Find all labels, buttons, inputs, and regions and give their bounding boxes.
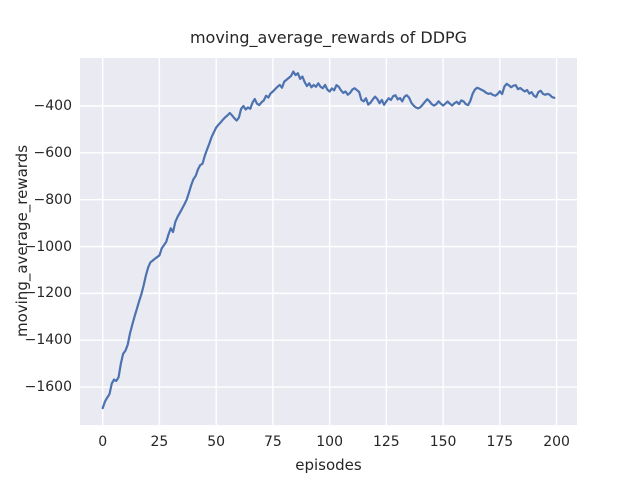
line-chart [80, 58, 577, 425]
y-tick-label: −1600 [24, 379, 72, 396]
y-tick-label: −1000 [24, 238, 72, 255]
plot-area [80, 58, 577, 425]
y-tick-label: −800 [33, 191, 72, 208]
x-tick-label: 0 [98, 434, 108, 450]
x-tick-label: 125 [372, 434, 400, 450]
series-line [101, 70, 556, 410]
x-tick-label: 150 [429, 434, 457, 450]
x-axis-label: episodes [295, 456, 362, 474]
y-tick-label: −600 [33, 144, 72, 161]
x-tick-label: 200 [543, 434, 570, 450]
y-tick-label: −1200 [24, 285, 72, 302]
y-tick-label: −1400 [24, 332, 72, 349]
x-tick-label: 75 [263, 434, 282, 450]
x-tick-label: 100 [316, 434, 343, 450]
x-tick-label: 25 [150, 434, 169, 450]
chart-title: moving_average_rewards of DDPG [189, 28, 468, 47]
x-tick-label: 175 [486, 434, 514, 450]
y-tick-label: −400 [33, 98, 72, 114]
x-tick-label: 50 [207, 434, 226, 450]
